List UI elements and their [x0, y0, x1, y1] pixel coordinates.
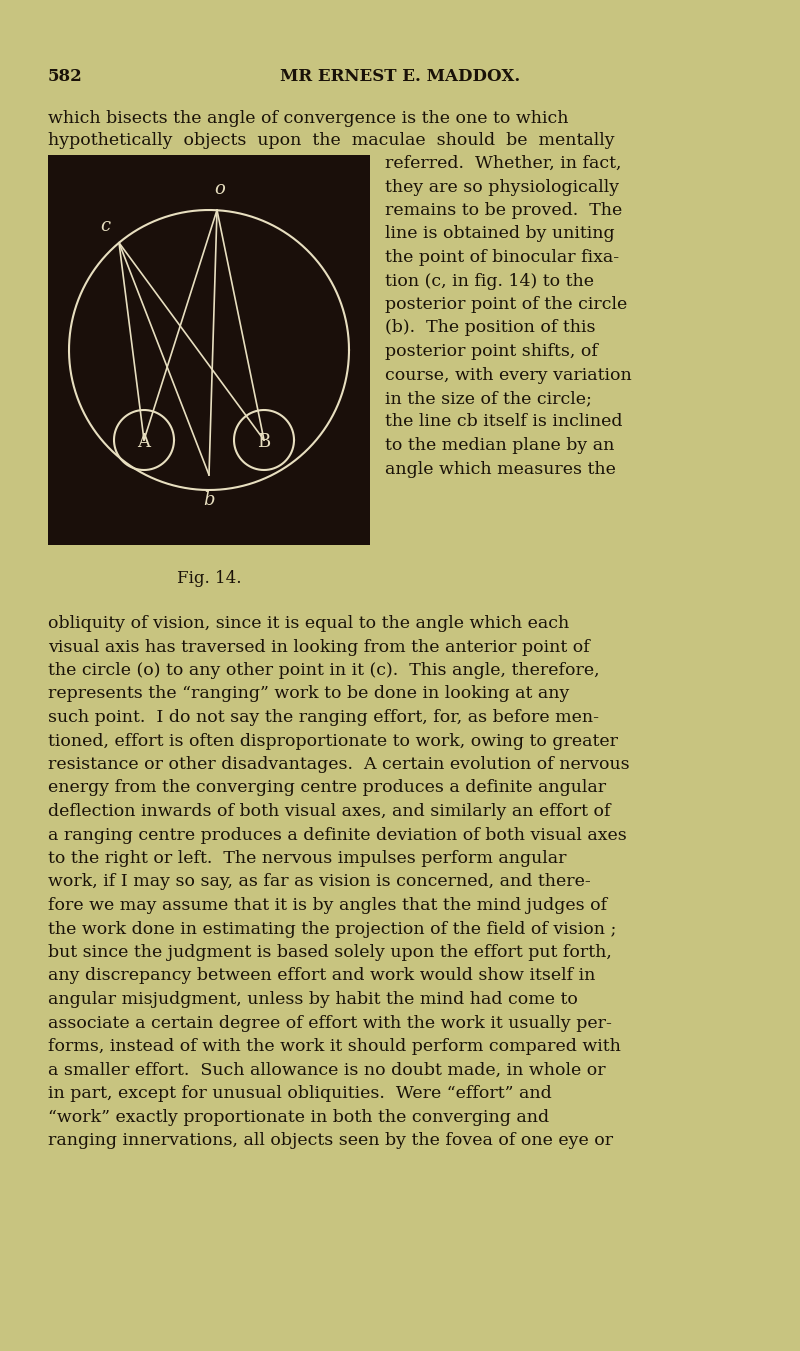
Text: energy from the converging centre produces a definite angular: energy from the converging centre produc…	[48, 780, 606, 797]
Text: in part, except for unusual obliquities.  Were “effort” and: in part, except for unusual obliquities.…	[48, 1085, 552, 1102]
Text: in the size of the circle;: in the size of the circle;	[385, 390, 592, 407]
Text: b: b	[203, 490, 214, 509]
Text: o: o	[214, 180, 226, 199]
Text: such point.  I do not say the ranging effort, for, as before men-: such point. I do not say the ranging eff…	[48, 709, 599, 725]
Text: they are so physiologically: they are so physiologically	[385, 178, 619, 196]
Text: MR ERNEST E. MADDOX.: MR ERNEST E. MADDOX.	[280, 68, 520, 85]
Text: Fig. 14.: Fig. 14.	[177, 570, 242, 586]
Text: fore we may assume that it is by angles that the mind judges of: fore we may assume that it is by angles …	[48, 897, 607, 915]
Text: tioned, effort is often disproportionate to work, owing to greater: tioned, effort is often disproportionate…	[48, 732, 618, 750]
Text: a smaller effort.  Such allowance is no doubt made, in whole or: a smaller effort. Such allowance is no d…	[48, 1062, 606, 1078]
Text: tion (c, in fig. 14) to the: tion (c, in fig. 14) to the	[385, 273, 594, 289]
Text: posterior point shifts, of: posterior point shifts, of	[385, 343, 598, 359]
Bar	[48, 155, 370, 544]
Text: which bisects the angle of convergence is the one to which: which bisects the angle of convergence i…	[48, 109, 569, 127]
Text: (b).  The position of this: (b). The position of this	[385, 319, 595, 336]
Text: ranging innervations, all objects seen by the fovea of one eye or: ranging innervations, all objects seen b…	[48, 1132, 613, 1148]
Text: a ranging centre produces a definite deviation of both visual axes: a ranging centre produces a definite dev…	[48, 827, 626, 843]
Text: A: A	[138, 434, 150, 451]
Text: work, if I may so say, as far as vision is concerned, and there-: work, if I may so say, as far as vision …	[48, 874, 590, 890]
Text: the line cb itself is inclined: the line cb itself is inclined	[385, 413, 622, 431]
Text: deflection inwards of both visual axes, and similarly an effort of: deflection inwards of both visual axes, …	[48, 802, 610, 820]
Text: to the right or left.  The nervous impulses perform angular: to the right or left. The nervous impuls…	[48, 850, 566, 867]
Text: to the median plane by an: to the median plane by an	[385, 436, 614, 454]
Text: angle which measures the: angle which measures the	[385, 461, 616, 477]
Text: the circle (o) to any other point in it (c).  This angle, therefore,: the circle (o) to any other point in it …	[48, 662, 600, 680]
Text: angular misjudgment, unless by habit the mind had come to: angular misjudgment, unless by habit the…	[48, 992, 578, 1008]
Text: the work done in estimating the projection of the field of vision ;: the work done in estimating the projecti…	[48, 920, 616, 938]
Text: course, with every variation: course, with every variation	[385, 366, 632, 384]
Text: obliquity of vision, since it is equal to the angle which each: obliquity of vision, since it is equal t…	[48, 615, 570, 632]
Text: B: B	[258, 434, 270, 451]
Text: remains to be proved.  The: remains to be proved. The	[385, 203, 622, 219]
Text: 582: 582	[48, 68, 82, 85]
Text: “work” exactly proportionate in both the converging and: “work” exactly proportionate in both the…	[48, 1109, 549, 1125]
Text: any discrepancy between effort and work would show itself in: any discrepancy between effort and work …	[48, 967, 595, 985]
Text: visual axis has traversed in looking from the anterior point of: visual axis has traversed in looking fro…	[48, 639, 590, 655]
Text: the point of binocular fixa-: the point of binocular fixa-	[385, 249, 619, 266]
Text: posterior point of the circle: posterior point of the circle	[385, 296, 627, 313]
Text: forms, instead of with the work it should perform compared with: forms, instead of with the work it shoul…	[48, 1038, 621, 1055]
Text: resistance or other disadvantages.  A certain evolution of nervous: resistance or other disadvantages. A cer…	[48, 757, 630, 773]
Text: but since the judgment is based solely upon the effort put forth,: but since the judgment is based solely u…	[48, 944, 612, 961]
Text: c: c	[100, 216, 110, 235]
Text: represents the “ranging” work to be done in looking at any: represents the “ranging” work to be done…	[48, 685, 570, 703]
Text: hypothetically  objects  upon  the  maculae  should  be  mentally: hypothetically objects upon the maculae …	[48, 132, 614, 149]
Text: associate a certain degree of effort with the work it usually per-: associate a certain degree of effort wit…	[48, 1015, 612, 1032]
Text: referred.  Whether, in fact,: referred. Whether, in fact,	[385, 155, 622, 172]
Text: line is obtained by uniting: line is obtained by uniting	[385, 226, 614, 242]
